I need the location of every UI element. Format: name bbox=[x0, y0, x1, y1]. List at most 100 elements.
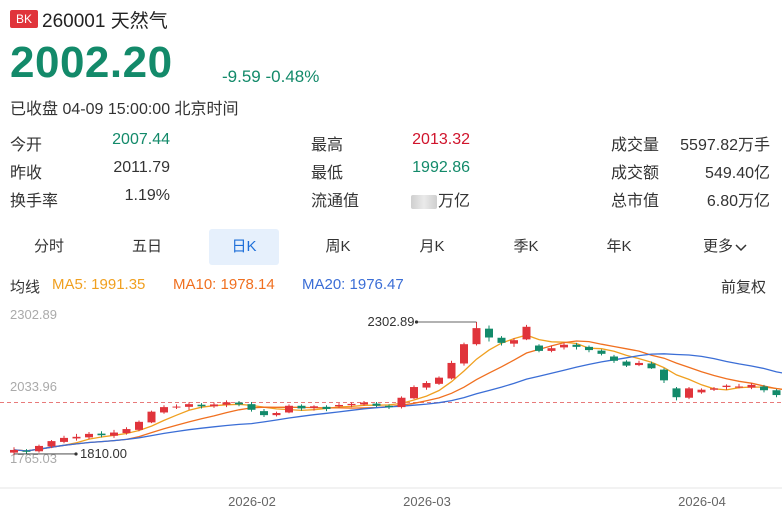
x-tick-label: 2026-03 bbox=[403, 494, 451, 509]
candle-body bbox=[210, 404, 218, 407]
candle-body bbox=[510, 340, 518, 344]
candle-body bbox=[560, 344, 568, 348]
low-label: 最低 bbox=[311, 165, 344, 182]
candle-body bbox=[285, 405, 293, 413]
candle-body bbox=[547, 348, 556, 351]
candle-body bbox=[422, 383, 431, 388]
candle-body bbox=[735, 386, 743, 388]
candle-body bbox=[147, 411, 156, 423]
candle-body bbox=[385, 405, 393, 408]
candle-body bbox=[635, 362, 643, 366]
ma10-line bbox=[13, 340, 782, 452]
candle-body bbox=[772, 390, 781, 396]
candle-body bbox=[110, 432, 118, 436]
price-change: -9.59 -0.48% bbox=[222, 67, 319, 87]
tab-more-label: 更多 bbox=[702, 238, 733, 255]
current-price: 2002.20 bbox=[10, 38, 173, 87]
candle-body bbox=[247, 404, 256, 410]
candle-body bbox=[97, 433, 106, 436]
ma5-value: MA5: 1991.35 bbox=[52, 276, 146, 293]
candle-body bbox=[610, 356, 618, 361]
high-label: 最高 bbox=[311, 137, 344, 154]
candle-body bbox=[335, 404, 343, 407]
y-tick-label: 1765.03 bbox=[10, 451, 57, 466]
candle-body bbox=[435, 377, 443, 384]
amount-label: 成交额 bbox=[611, 165, 660, 182]
candle-body bbox=[197, 404, 206, 407]
y-tick-label: 2302.89 bbox=[10, 307, 57, 322]
candle-body bbox=[672, 388, 681, 398]
candle-body bbox=[660, 369, 668, 381]
candle-body bbox=[597, 350, 606, 354]
min-marker-dot bbox=[74, 452, 78, 456]
candle-body bbox=[497, 337, 506, 343]
candle-body bbox=[160, 407, 168, 413]
candle-body bbox=[135, 421, 143, 430]
turnover-value: 1.19% bbox=[124, 187, 170, 204]
change-percent: -0.48% bbox=[265, 67, 320, 86]
index-title: 260001 天然气 bbox=[42, 6, 168, 33]
candle-body bbox=[172, 406, 181, 408]
open-label: 今开 bbox=[10, 137, 43, 154]
tab-daily-k[interactable]: 日K bbox=[209, 229, 279, 265]
candle-body bbox=[647, 363, 656, 369]
index-name: 天然气 bbox=[110, 11, 168, 32]
chevron-down-icon bbox=[735, 244, 747, 252]
candle-body bbox=[522, 326, 531, 340]
candle-body bbox=[760, 386, 768, 391]
float-value: 万亿 bbox=[370, 187, 470, 211]
tab-quarterly-k[interactable]: 季K bbox=[513, 238, 539, 255]
candle-body bbox=[297, 405, 306, 409]
tab-monthly-k[interactable]: 月K bbox=[419, 238, 445, 255]
candle-body bbox=[472, 328, 481, 345]
candle-body bbox=[260, 411, 268, 416]
open-value: 2007.44 bbox=[112, 131, 170, 148]
candle-body bbox=[360, 402, 368, 405]
candle-body bbox=[272, 412, 281, 416]
tab-yearly-k[interactable]: 年K bbox=[606, 238, 632, 255]
y-tick-label: 2033.96 bbox=[10, 379, 57, 394]
index-code: 260001 bbox=[42, 11, 106, 32]
candle-body bbox=[60, 437, 68, 442]
tab-five-day[interactable]: 五日 bbox=[131, 238, 162, 255]
ma20-value: MA20: 1976.47 bbox=[302, 276, 404, 293]
candle-body bbox=[722, 385, 731, 388]
ma-label: 均线 bbox=[10, 279, 41, 296]
candle-body bbox=[310, 406, 318, 408]
candle-body bbox=[585, 346, 593, 351]
candlestick-chart[interactable]: 2302.89 2033.96 1765.03 2026-02 2026-03 2026-… bbox=[0, 300, 782, 528]
max-marker-dot bbox=[414, 320, 419, 324]
candle-body bbox=[235, 402, 243, 405]
float-value-label: 流通值 bbox=[311, 193, 360, 210]
ma10-value: MA10: 1978.14 bbox=[173, 276, 275, 293]
candle-body bbox=[35, 445, 43, 452]
tab-weekly-k[interactable]: 周K bbox=[325, 238, 351, 255]
candle-body bbox=[347, 403, 356, 406]
volume-label: 成交量 bbox=[611, 137, 660, 154]
prev-close-label: 昨收 bbox=[10, 165, 43, 182]
market-status: 已收盘 04-09 15:00:00 北京时间 bbox=[10, 101, 239, 118]
float-value-unit: 万亿 bbox=[437, 193, 470, 210]
high-value: 2013.32 bbox=[412, 131, 470, 148]
change-value: -9.59 bbox=[222, 67, 261, 86]
x-tick-label: 2026-04 bbox=[678, 494, 726, 509]
prev-close-value: 2011.79 bbox=[113, 159, 170, 176]
tab-intraday[interactable]: 分时 bbox=[33, 238, 64, 255]
candle-body bbox=[22, 450, 31, 452]
min-annotation-label: 1810.00 bbox=[80, 446, 127, 461]
candle-body bbox=[397, 397, 406, 408]
turnover-label: 换手率 bbox=[10, 193, 59, 210]
low-value: 1992.86 bbox=[412, 159, 470, 176]
candle-body bbox=[535, 345, 543, 351]
candle-body bbox=[460, 344, 468, 364]
candle-body bbox=[122, 429, 131, 434]
market-cap-label: 总市值 bbox=[611, 193, 660, 210]
volume-value: 5597.82万手 bbox=[680, 137, 770, 154]
candle-body bbox=[447, 362, 456, 379]
candle-body bbox=[47, 441, 56, 447]
candle-body bbox=[185, 404, 193, 407]
tab-more[interactable]: 更多 bbox=[690, 229, 760, 265]
price-adjust-button[interactable]: 前复权 bbox=[721, 279, 767, 296]
max-annotation-label: 2302.89 bbox=[368, 314, 415, 329]
market-cap-value: 6.80万亿 bbox=[706, 193, 770, 210]
